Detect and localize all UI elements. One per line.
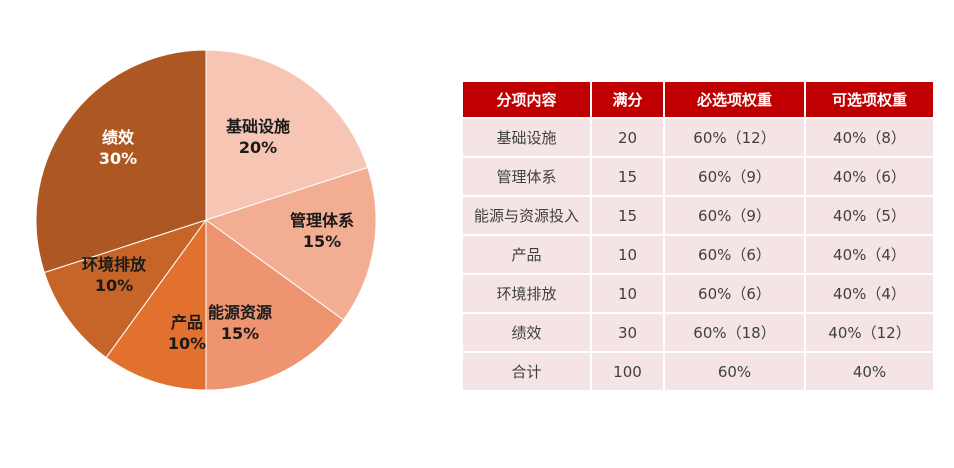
table-cell: 管理体系 <box>463 156 592 196</box>
table-cell: 60%（6） <box>664 273 806 313</box>
table-row-total: 合计 100 60% 40% <box>463 351 933 390</box>
table-cell: 基础设施 <box>463 117 592 157</box>
pie-chart-svg: 基础设施 20% 管理体系 15% 能源资源 15% 产品 10% 环境排放 10% 绩效 30% <box>35 49 377 391</box>
table-cell: 30 <box>591 312 665 352</box>
table-cell: 40%（8） <box>805 117 933 157</box>
slice-label: 绩效 <box>102 128 134 147</box>
table-cell: 15 <box>591 156 665 196</box>
table-cell: 10 <box>591 273 665 313</box>
table-cell: 100 <box>591 351 665 390</box>
table-cell: 60%（9） <box>664 195 806 235</box>
pie-slice <box>35 49 207 274</box>
table-row: 基础设施 20 60%（12） 40%（8） <box>463 117 933 157</box>
table-cell: 60%（12） <box>664 117 806 157</box>
pie-slice <box>204 166 377 321</box>
table-cell: 60% <box>664 351 806 390</box>
table-row: 能源与资源投入 15 60%（9） 40%（5） <box>463 195 933 235</box>
slice-label: 基础设施 <box>225 117 290 136</box>
slice-label: 管理体系 <box>290 211 354 230</box>
slice-percent-label: 30% <box>99 149 137 168</box>
table-cell: 40%（4） <box>805 234 933 274</box>
slice-label: 环境排放 <box>82 255 147 274</box>
pie-slice <box>205 219 345 391</box>
table-cell: 绩效 <box>463 312 592 352</box>
pie-slice <box>105 218 207 391</box>
table-cell: 能源与资源投入 <box>463 195 592 235</box>
table-header-row: 分项内容 满分 必选项权重 可选项权重 <box>463 82 933 118</box>
pie-slice <box>43 219 208 359</box>
table-cell: 40% <box>805 351 933 390</box>
header-required-weight: 必选项权重 <box>664 82 806 118</box>
table-cell: 40%（5） <box>805 195 933 235</box>
table-cell: 环境排放 <box>463 273 592 313</box>
table-cell: 20 <box>591 117 665 157</box>
table-row: 绩效 30 60%（18） 40%（12） <box>463 312 933 352</box>
table-row: 管理体系 15 60%（9） 40%（6） <box>463 156 933 196</box>
table-cell: 60%（9） <box>664 156 806 196</box>
pie-slice <box>205 49 369 221</box>
table-row: 产品 10 60%（6） 40%（4） <box>463 234 933 274</box>
table-row: 环境排放 10 60%（6） 40%（4） <box>463 273 933 313</box>
header-item: 分项内容 <box>463 82 592 118</box>
slice-percent-label: 15% <box>303 232 341 251</box>
table-cell: 产品 <box>463 234 592 274</box>
table-cell: 40%（6） <box>805 156 933 196</box>
header-full-score: 满分 <box>591 82 665 118</box>
slice-percent-label: 10% <box>168 334 206 353</box>
slice-percent-label: 20% <box>239 138 277 157</box>
table-cell: 15 <box>591 195 665 235</box>
table-cell: 60%（6） <box>664 234 806 274</box>
table-cell: 合计 <box>463 351 592 390</box>
slice-percent-label: 10% <box>95 276 133 295</box>
table-cell: 60%（18） <box>664 312 806 352</box>
table-cell: 40%（4） <box>805 273 933 313</box>
slice-label: 能源资源 <box>208 303 272 322</box>
table-cell: 10 <box>591 234 665 274</box>
header-optional-weight: 可选项权重 <box>805 82 933 118</box>
table-cell: 40%（12） <box>805 312 933 352</box>
score-weight-table: 分项内容 满分 必选项权重 可选项权重 基础设施 20 60%（12） 40%（… <box>463 82 933 390</box>
slice-label: 产品 <box>171 313 203 332</box>
slice-percent-label: 15% <box>221 324 259 343</box>
pie-chart: 基础设施 20% 管理体系 15% 能源资源 15% 产品 10% 环境排放 10% 绩效 30% <box>0 0 420 468</box>
